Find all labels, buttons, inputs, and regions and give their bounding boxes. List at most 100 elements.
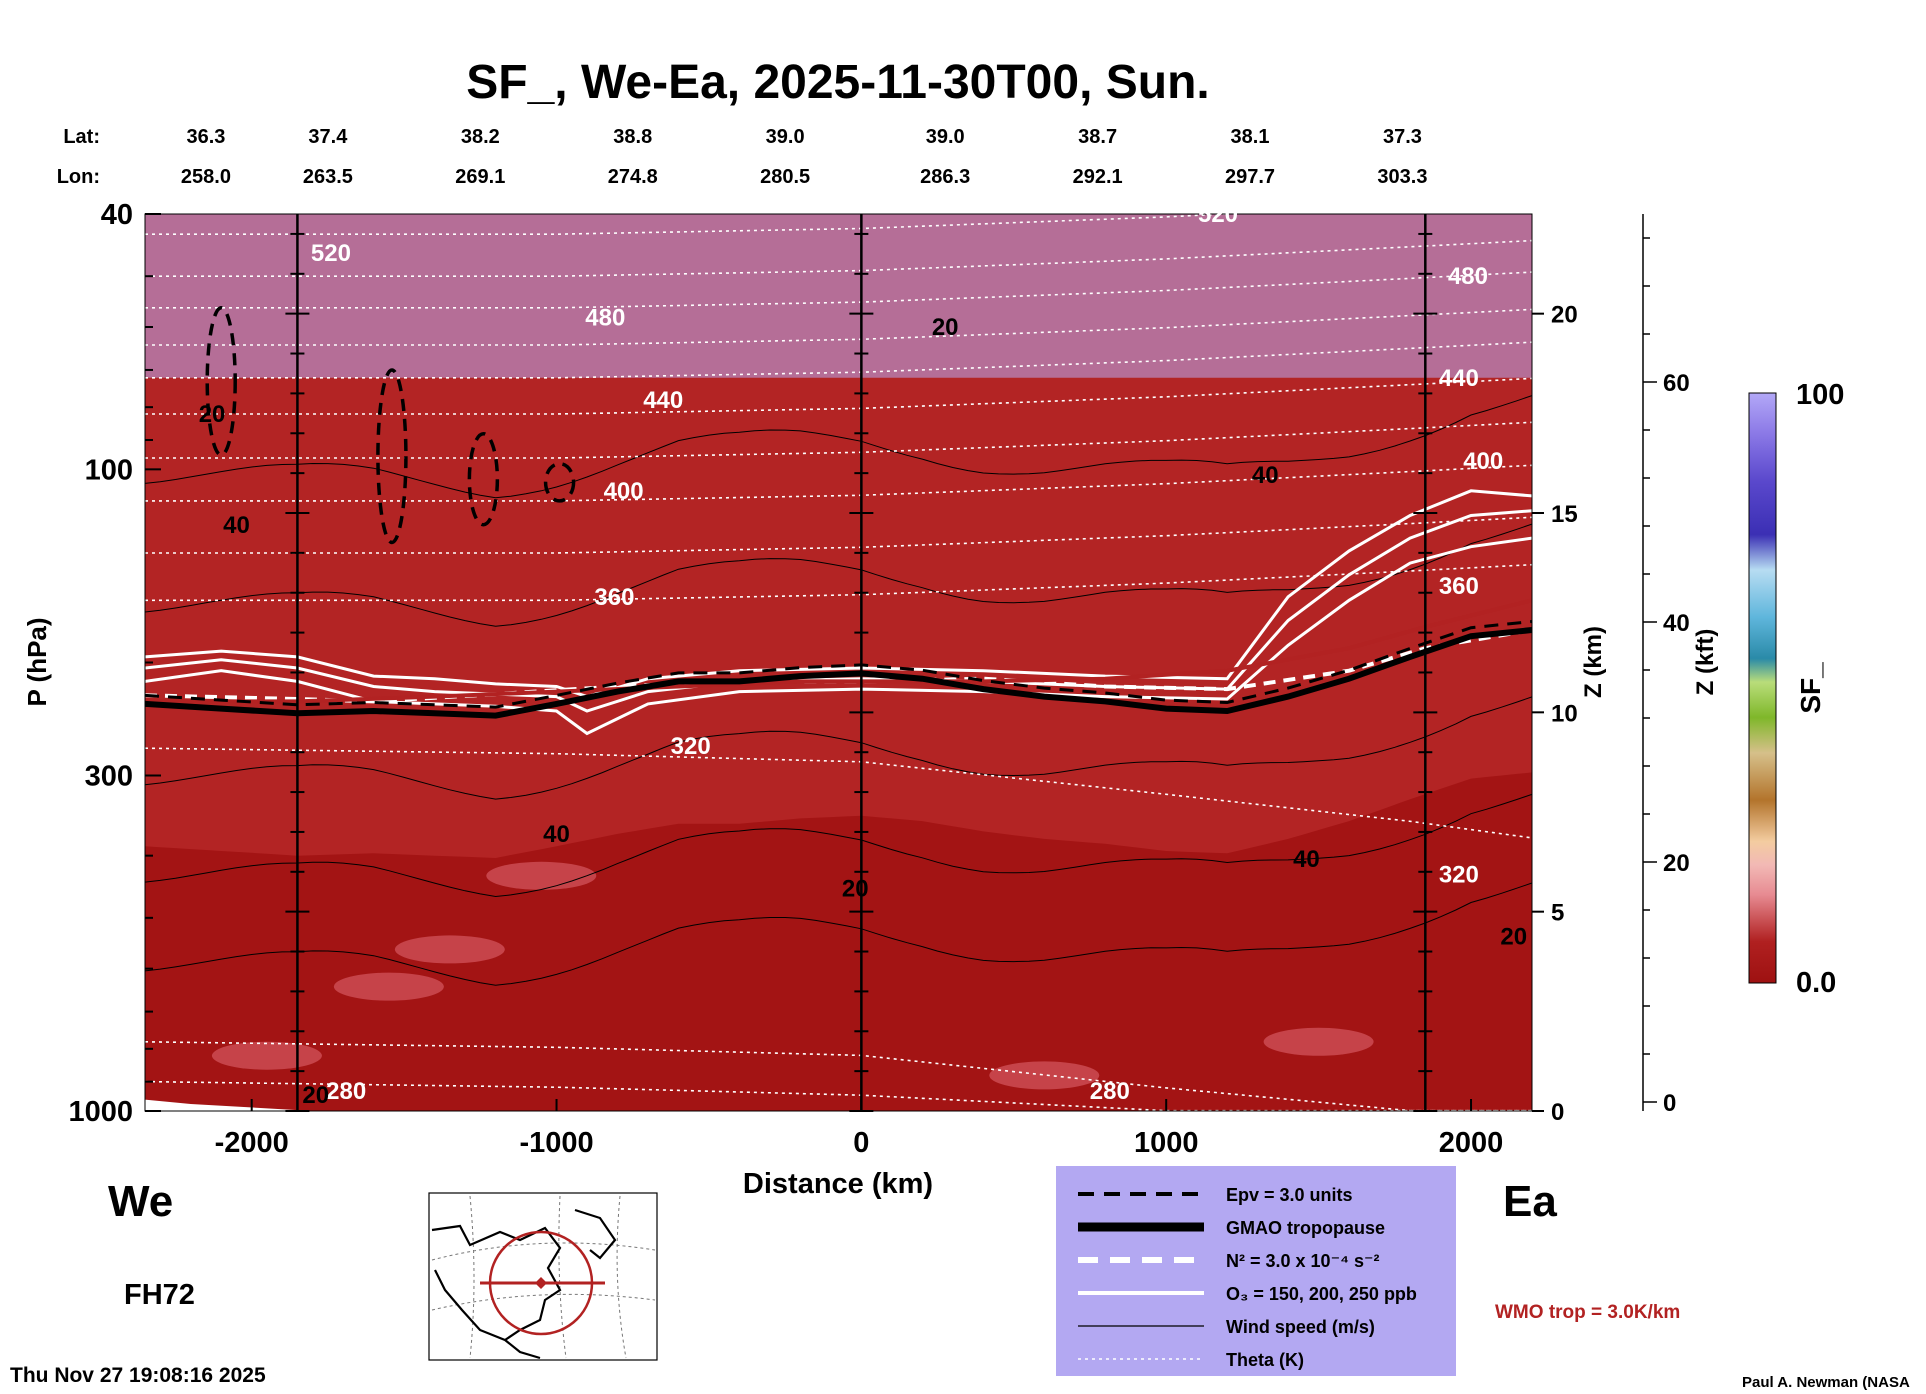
z-km-tick-label: 0: [1551, 1099, 1564, 1126]
sf-patch: [486, 861, 597, 890]
theta-label: 520: [1198, 201, 1238, 228]
lon-value: 303.3: [1377, 166, 1427, 188]
section-vertical-lines: [285, 214, 1438, 1112]
legend-label: O₃ = 150, 200, 250 ppb: [1226, 1284, 1417, 1304]
z-kft-axis-label: Z (kft): [1692, 629, 1719, 696]
chart-title: SF_, We-Ea, 2025-11-30T00, Sun.: [466, 56, 1209, 109]
epv-contours: [205, 306, 576, 545]
map-graticule: [431, 1195, 656, 1359]
z-km-axis: 0 5 10 15 20: [1532, 302, 1578, 1126]
lat-value: 38.1: [1231, 126, 1270, 148]
lat-value: 37.3: [1383, 126, 1422, 148]
x-axis: -2000 -1000 0 1000 2000: [215, 1099, 1504, 1159]
side-label-east: Ea: [1503, 1177, 1557, 1226]
theta-label: 440: [1439, 365, 1479, 392]
z-kft-tick-label: 0: [1663, 1090, 1676, 1117]
sf-upper-band: [145, 214, 1532, 378]
y-tick-label: 40: [101, 199, 133, 231]
wind-speed-label: 40: [1293, 846, 1320, 873]
colorbar-max-label: 100: [1796, 379, 1844, 411]
theta-label: 480: [1448, 263, 1488, 290]
sf-patch: [394, 935, 505, 964]
lat-lon-row: 36.3 258.0 37.4 263.5 38.2 269.1 38.8 274.8 39.0…: [181, 126, 1428, 188]
lat-value: 36.3: [186, 126, 225, 148]
map-coastline: [431, 1208, 617, 1360]
wind-speed-label: 40: [543, 821, 570, 848]
legend-label: Epv = 3.0 units: [1226, 1185, 1353, 1205]
theta-label: 360: [594, 584, 634, 611]
inset-map-frame: [428, 1192, 658, 1361]
theta-contour: [145, 271, 1532, 309]
z-km-tick-label: 5: [1551, 900, 1564, 927]
z-kft-axis: 0 20 40 60: [1642, 214, 1690, 1117]
sf-patch: [1263, 1027, 1374, 1056]
lat-value: 39.0: [926, 126, 965, 148]
theta-label: 280: [326, 1078, 366, 1105]
sf-patch: [989, 1061, 1100, 1090]
legend-box: [1056, 1166, 1456, 1376]
side-label-west: We: [108, 1177, 173, 1226]
y-tick-label: 1000: [68, 1096, 133, 1128]
theta-label: 400: [604, 478, 644, 505]
wind-speed-label: 20: [199, 401, 226, 428]
z-kft-tick-label: 20: [1663, 850, 1690, 877]
wind-speed-label: 20: [1500, 924, 1527, 951]
legend: Epv = 3.0 units GMAO tropopause N² = 3.0 x…: [1056, 1166, 1456, 1376]
credit: Paul A. Newman (NASA: [1742, 1374, 1910, 1391]
legend-label: N² = 3.0 x 10⁻⁴ s⁻²: [1226, 1251, 1379, 1271]
y-axis-label: P (hPa): [22, 617, 52, 706]
theta-label: 400: [1463, 448, 1503, 475]
x-tick-label: 1000: [1134, 1127, 1199, 1159]
lon-value: 258.0: [181, 166, 231, 188]
lat-label: Lat:: [63, 126, 100, 148]
wind-speed-20-contour: [145, 793, 1532, 898]
epv-contour: [543, 461, 576, 503]
wind-speed-contours: [145, 395, 1532, 986]
x-tick-label: -2000: [215, 1127, 289, 1159]
theta-label: 320: [671, 733, 711, 760]
wind-speed-label: 40: [1252, 462, 1279, 489]
colorbar-min-label: 0.0: [1796, 967, 1836, 999]
sf-color-bands: [145, 214, 1532, 1111]
theta-contour: [145, 239, 1532, 277]
lat-value: 38.8: [613, 126, 652, 148]
wind-speed-label: 40: [223, 512, 250, 539]
z-kft-tick-label: 60: [1663, 370, 1690, 397]
contour-labels: 520 480 440 400 360 320 280 280 480 440 400 360 320 5…: [199, 201, 1527, 1109]
lon-value: 292.1: [1073, 166, 1123, 188]
z-km-tick-label: 20: [1551, 302, 1578, 329]
theta-label: 480: [585, 305, 625, 332]
y-tick-label: 100: [85, 454, 133, 486]
lon-value: 280.5: [760, 166, 810, 188]
forecast-hour: FH72: [124, 1279, 195, 1311]
z-kft-tick-label: 40: [1663, 610, 1690, 637]
theta-label: 520: [311, 240, 351, 267]
inset-map: [428, 1192, 658, 1361]
lon-value: 269.1: [455, 166, 505, 188]
lat-value: 37.4: [308, 126, 348, 148]
epv-contour: [467, 431, 500, 527]
theta-contour: [145, 563, 1532, 602]
terrain: [145, 1099, 313, 1111]
wmo-trop-label: WMO trop = 3.0K/km: [1495, 1302, 1680, 1323]
theta-label: 320: [1439, 862, 1479, 889]
lat-value: 38.7: [1078, 126, 1117, 148]
colorbar-label: SF_: [1795, 662, 1826, 714]
legend-entries: Epv = 3.0 units GMAO tropopause N² = 3.0 x…: [1078, 1185, 1417, 1370]
theta-contour: [145, 377, 1532, 415]
ozone-contour: [145, 489, 1532, 699]
lon-value: 274.8: [608, 166, 658, 188]
theta-label: 280: [1090, 1078, 1130, 1105]
theta-contours: [145, 214, 1532, 1111]
theta-contour: [145, 1080, 1532, 1111]
legend-label: Theta (K): [1226, 1350, 1304, 1370]
lon-value: 263.5: [303, 166, 353, 188]
x-tick-label: 2000: [1439, 1127, 1504, 1159]
sf-patch: [211, 1041, 322, 1070]
legend-label: Wind speed (m/s): [1226, 1317, 1375, 1337]
map-center-marker: [535, 1277, 547, 1289]
timestamp: Thu Nov 27 19:08:16 2025: [10, 1364, 266, 1387]
theta-contour: [145, 747, 1532, 839]
y-axis: 40 100 300 1000: [68, 199, 161, 1128]
